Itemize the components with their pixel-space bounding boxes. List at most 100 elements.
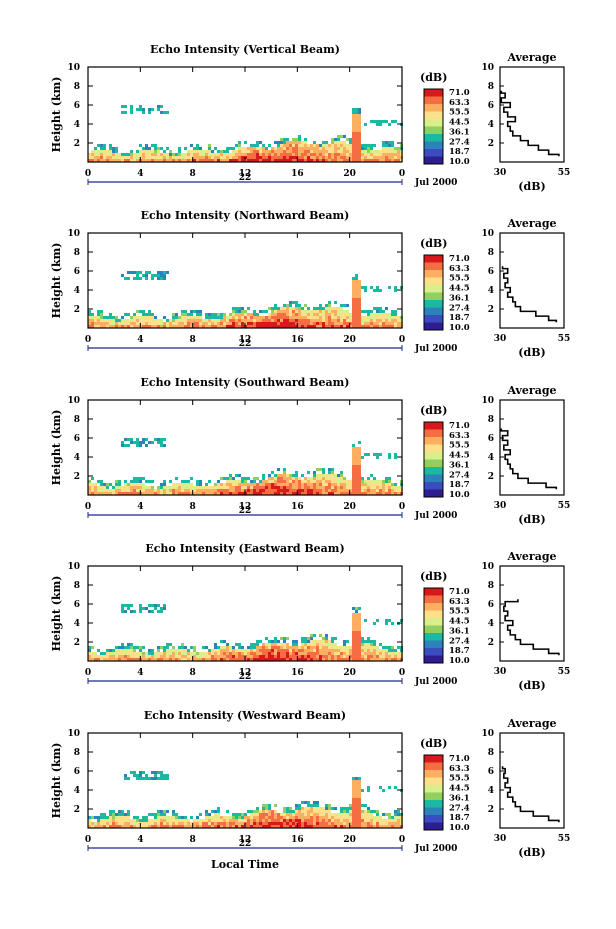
- field-cell: [352, 129, 355, 132]
- panel-title: Echo Intensity (Vertical Beam): [150, 43, 340, 56]
- field-cell: [175, 313, 178, 316]
- field-cell: [295, 819, 298, 822]
- field-cell: [271, 307, 274, 310]
- field-cell: [307, 471, 310, 474]
- field-cell: [295, 813, 298, 816]
- field-cell: [109, 313, 112, 316]
- colorbar-tick-label: 71.0: [449, 88, 470, 98]
- field-cell: [88, 153, 91, 156]
- field-cell: [295, 159, 298, 162]
- field-cell: [103, 825, 106, 828]
- field-cell: [388, 813, 391, 816]
- field-cell: [352, 637, 355, 640]
- field-cell: [352, 649, 355, 652]
- field-cell: [274, 652, 277, 655]
- field-cell: [166, 156, 169, 159]
- field-cell: [379, 816, 382, 819]
- field-cell: [247, 655, 250, 658]
- field-cell: [115, 816, 118, 819]
- field-cell: [238, 492, 241, 495]
- field-cell: [238, 159, 241, 162]
- field-cell: [364, 322, 367, 325]
- field-cell: [223, 825, 226, 828]
- field-cell: [157, 610, 160, 613]
- field-cell: [334, 480, 337, 483]
- field-cell: [304, 156, 307, 159]
- field-cell: [304, 489, 307, 492]
- field-cell: [241, 159, 244, 162]
- y-tick-label: 10: [67, 229, 80, 239]
- field-cell: [157, 825, 160, 828]
- field-cell: [124, 492, 127, 495]
- field-cell: [361, 804, 364, 807]
- field-cell: [196, 489, 199, 492]
- field-cell: [250, 646, 253, 649]
- field-cell: [262, 322, 265, 325]
- field-cell: [154, 604, 157, 607]
- field-cell: [292, 822, 295, 825]
- field-cell: [211, 822, 214, 825]
- field-cell: [343, 135, 346, 138]
- field-cell: [136, 316, 139, 319]
- field-cell: [184, 489, 187, 492]
- field-cell: [361, 153, 364, 156]
- field-cell: [352, 144, 355, 147]
- field-cell: [355, 135, 358, 138]
- field-cell: [226, 319, 229, 322]
- field-cell: [265, 807, 268, 810]
- field-cell: [262, 147, 265, 150]
- field-cell: [268, 489, 271, 492]
- field-cell: [358, 459, 361, 462]
- colorbar: 71.063.355.544.536.127.418.710.0: [423, 754, 470, 833]
- y-tick-label: 6: [74, 267, 80, 277]
- field-cell: [163, 646, 166, 649]
- field-cell: [355, 646, 358, 649]
- field-cell: [301, 474, 304, 477]
- field-cell: [235, 483, 238, 486]
- field-cell: [238, 652, 241, 655]
- field-cell: [349, 825, 352, 828]
- field-cell: [310, 804, 313, 807]
- field-cell: [283, 807, 286, 810]
- field-cell: [310, 483, 313, 486]
- field-cell: [259, 655, 262, 658]
- field-cell: [313, 634, 316, 637]
- field-cell: [307, 825, 310, 828]
- field-cell: [283, 655, 286, 658]
- field-cell: [331, 655, 334, 658]
- field-cell: [256, 477, 259, 480]
- field-cell: [97, 492, 100, 495]
- field-cell: [370, 313, 373, 316]
- field-cell: [388, 141, 391, 144]
- field-cell: [277, 322, 280, 325]
- field-cell: [196, 483, 199, 486]
- colorbar-swatch: [424, 822, 443, 831]
- field-cell: [280, 492, 283, 495]
- field-cell: [316, 322, 319, 325]
- field-cell: [97, 819, 100, 822]
- field-cell: [367, 486, 370, 489]
- field-cell: [322, 489, 325, 492]
- field-cell: [232, 813, 235, 816]
- field-cell: [133, 486, 136, 489]
- field-cell: [283, 159, 286, 162]
- field-cell: [217, 316, 220, 319]
- field-cell: [193, 655, 196, 658]
- field-cell: [328, 825, 331, 828]
- field-cell: [319, 816, 322, 819]
- field-cell: [169, 159, 172, 162]
- field-cell: [277, 316, 280, 319]
- field-cell: [262, 319, 265, 322]
- field-cell: [283, 150, 286, 153]
- field-cell: [232, 816, 235, 819]
- field-cell: [181, 319, 184, 322]
- field-cell: [385, 319, 388, 322]
- field-cell: [340, 649, 343, 652]
- field-cell: [304, 483, 307, 486]
- field-cell: [331, 144, 334, 147]
- field-cell: [259, 316, 262, 319]
- field-cell: [181, 646, 184, 649]
- field-cell: [310, 813, 313, 816]
- field-cell: [148, 319, 151, 322]
- field-cell: [355, 822, 358, 825]
